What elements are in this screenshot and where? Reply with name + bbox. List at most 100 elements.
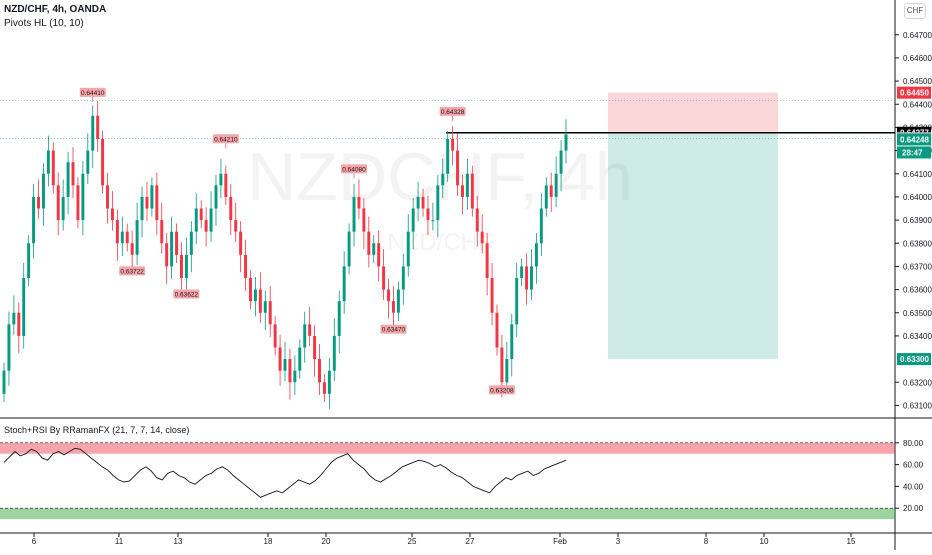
price-tick-label: 0.64000: [903, 193, 932, 202]
candle: [145, 196, 149, 209]
candle: [51, 150, 55, 186]
candle: [465, 173, 469, 197]
candle: [150, 185, 154, 209]
candle: [382, 266, 386, 290]
candle: [41, 173, 45, 209]
candle: [234, 220, 238, 232]
watermark-text: NZDCHF, 4h: [247, 139, 632, 215]
candle: [258, 289, 262, 313]
take-profit-zone: [608, 132, 778, 360]
watermark-subtext: NZD/CHF: [387, 229, 492, 256]
candle: [268, 301, 272, 325]
candle: [56, 185, 60, 221]
candle: [37, 196, 40, 209]
candle: [460, 185, 464, 197]
price-tick-label: 0.63400: [903, 332, 932, 341]
candle: [401, 266, 405, 290]
candle: [22, 278, 26, 336]
candle: [214, 185, 218, 209]
candle: [510, 324, 514, 360]
candle: [372, 243, 376, 255]
time-tick-label: 15: [847, 537, 856, 546]
candle: [396, 289, 400, 313]
candle: [155, 185, 159, 221]
candle: [229, 196, 233, 221]
candle: [406, 231, 410, 267]
candle: [66, 162, 70, 197]
pivot-label: 0.63722: [120, 268, 144, 275]
candle: [544, 185, 548, 209]
candle: [451, 139, 455, 151]
price-tick-label: 0.64700: [903, 31, 932, 40]
candle: [500, 347, 504, 383]
candle: [539, 208, 543, 244]
pivot-label-box: [212, 134, 239, 144]
price-tick-label: 0.63700: [903, 262, 932, 271]
bid-badge-box: [897, 133, 931, 146]
candle: [283, 359, 287, 371]
candle: [446, 139, 450, 174]
time-tick-label: 25: [408, 537, 417, 546]
candle: [495, 312, 499, 348]
overbought-zone: [0, 442, 895, 454]
candle: [130, 243, 134, 255]
osc-tick-label: 60.00: [903, 461, 924, 470]
candle: [224, 173, 228, 197]
candle: [426, 208, 430, 221]
candle: [564, 134, 568, 151]
candle: [239, 231, 243, 255]
target-badge-box: [897, 86, 931, 99]
time-tick-label: 10: [760, 537, 769, 546]
stop-badge-box: [897, 353, 931, 366]
candle: [362, 208, 366, 232]
candle: [332, 335, 336, 371]
candle: [61, 196, 65, 221]
osc-tick-label: 80.00: [903, 439, 924, 448]
symbol-legend: NZD/CHF, 4h, OANDA: [4, 4, 107, 15]
price-tick-label: 0.64600: [903, 54, 932, 63]
candle: [559, 150, 563, 174]
candle: [253, 289, 257, 302]
candle: [441, 173, 445, 186]
candle: [278, 347, 282, 371]
candle: [554, 173, 558, 197]
candle: [175, 231, 179, 255]
candle: [71, 162, 75, 186]
candle: [298, 347, 302, 371]
candle: [534, 243, 538, 267]
candle: [12, 312, 16, 325]
candle: [480, 231, 484, 244]
candle: [101, 139, 105, 186]
pivot-label-box: [439, 106, 466, 116]
candle: [86, 150, 90, 174]
candle: [76, 185, 80, 221]
candle: [303, 324, 307, 348]
candle: [342, 266, 346, 302]
candle: [184, 254, 188, 278]
candle: [485, 243, 489, 278]
oversold-zone: [0, 508, 895, 520]
countdown-box: [897, 146, 931, 159]
time-tick-label: 3: [616, 537, 621, 546]
candle: [115, 220, 119, 244]
currency-button[interactable]: CHF: [904, 3, 926, 19]
candle: [120, 231, 124, 244]
time-tick-label: 18: [264, 537, 273, 546]
time-tick-label: 11: [115, 537, 124, 546]
pivot-label: 0.64080: [342, 166, 366, 173]
candle: [411, 208, 415, 232]
candle: [318, 359, 321, 383]
candle: [160, 220, 164, 244]
candle: [106, 185, 110, 209]
time-tick-label: 13: [174, 537, 183, 546]
candle: [249, 278, 252, 302]
price-tick-label: 0.63900: [903, 216, 932, 225]
candle: [32, 196, 36, 244]
pivot-label-box: [79, 87, 106, 97]
candle: [525, 266, 529, 290]
stop-badge: 0.63300: [900, 355, 929, 364]
pivot-label-box: [119, 266, 146, 276]
